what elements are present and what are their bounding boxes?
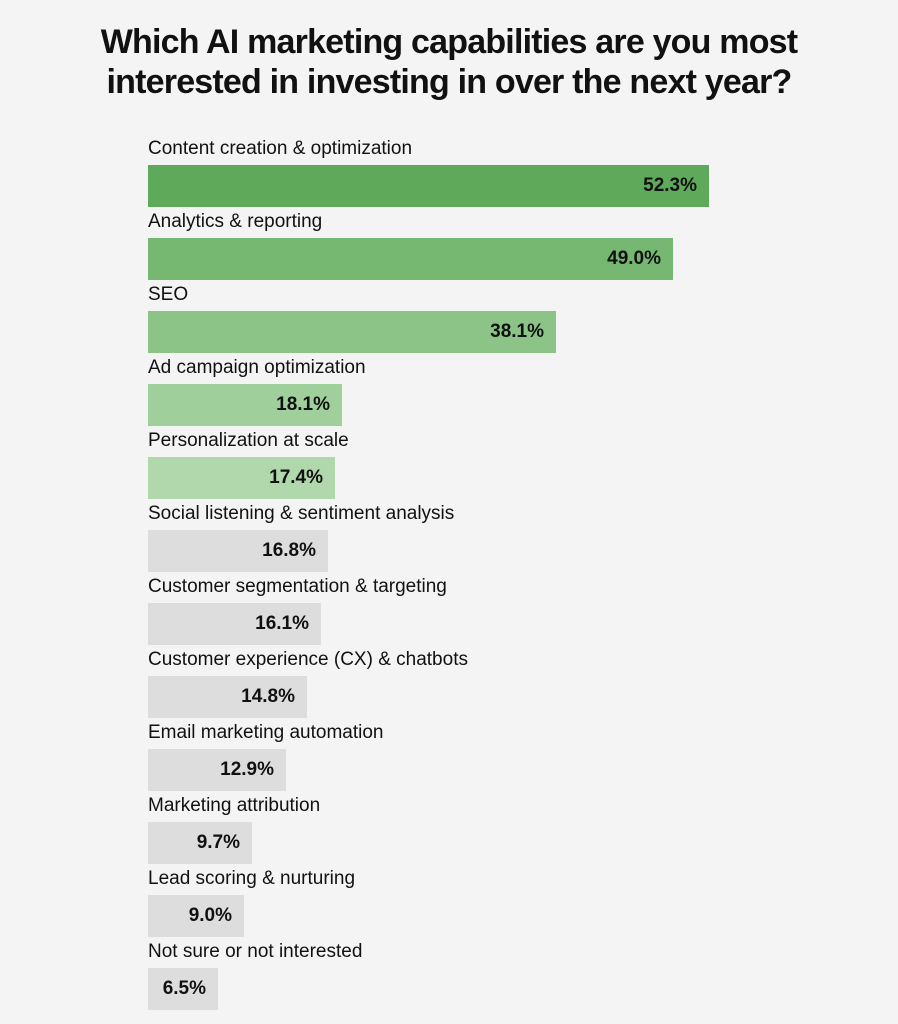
bar xyxy=(148,749,286,791)
bar-value-label: 18.1% xyxy=(276,394,330,415)
category-label: Marketing attribution xyxy=(148,795,321,816)
bar xyxy=(148,676,307,718)
bar xyxy=(148,457,335,499)
bar xyxy=(148,238,673,280)
category-label: Customer segmentation & targeting xyxy=(148,576,447,597)
bar xyxy=(148,603,321,645)
bar-value-label: 52.3% xyxy=(643,175,697,196)
bar-value-label: 14.8% xyxy=(241,686,295,707)
category-label: Social listening & sentiment analysis xyxy=(148,503,455,524)
chart-title: Which AI marketing capabilities are you … xyxy=(0,22,898,102)
bar-value-label: 16.8% xyxy=(262,540,316,561)
category-label: SEO xyxy=(148,284,189,305)
bar xyxy=(148,968,218,1010)
category-label: Lead scoring & nurturing xyxy=(148,868,356,889)
bar-value-label: 12.9% xyxy=(220,759,274,780)
chart-title-line-1: Which AI marketing capabilities are you … xyxy=(100,23,798,61)
bar-value-label: 17.4% xyxy=(269,467,323,488)
category-label: Customer experience (CX) & chatbots xyxy=(148,649,468,670)
category-label: Analytics & reporting xyxy=(148,211,323,232)
bar xyxy=(148,311,556,353)
bar xyxy=(148,530,328,572)
bar xyxy=(148,384,342,426)
category-label: Personalization at scale xyxy=(148,430,349,451)
bar-value-label: 6.5% xyxy=(162,978,206,999)
category-label: Ad campaign optimization xyxy=(148,357,366,378)
bar xyxy=(148,165,709,207)
bar-value-label: 9.0% xyxy=(188,905,232,926)
chart-title-line-2: interested in investing in over the next… xyxy=(106,63,793,101)
category-label: Email marketing automation xyxy=(148,722,384,743)
bar-value-label: 49.0% xyxy=(607,248,661,269)
category-label: Content creation & optimization xyxy=(148,138,413,159)
category-label: Not sure or not interested xyxy=(148,941,363,962)
bar-value-label: 9.7% xyxy=(196,832,240,853)
bar xyxy=(148,895,244,937)
bar-value-label: 16.1% xyxy=(255,613,309,634)
bar-value-label: 38.1% xyxy=(490,321,544,342)
bar xyxy=(148,822,252,864)
